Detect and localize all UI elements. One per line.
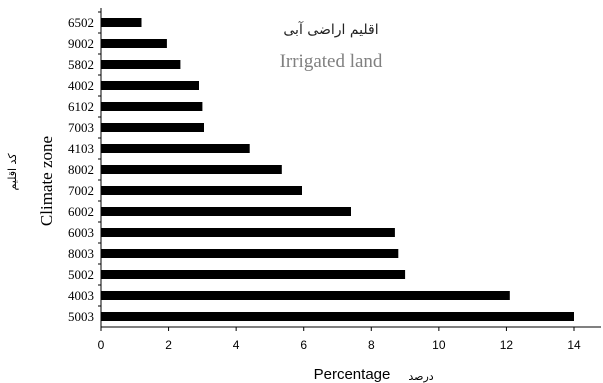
y-tick-label: 6003 — [68, 225, 94, 240]
chart-title: اقلیم اراضی آبی — [283, 21, 378, 38]
y-tick-label: 7002 — [68, 183, 94, 198]
bar-7003 — [101, 123, 204, 132]
y-tick-label: 4002 — [68, 78, 94, 93]
bar-4003 — [101, 291, 510, 300]
bar-6502 — [101, 18, 142, 27]
y-tick-label: 4003 — [68, 288, 94, 303]
x-tick-label: 2 — [165, 338, 172, 352]
x-tick-label: 4 — [233, 338, 240, 352]
y-tick-label: 5003 — [68, 309, 94, 324]
y-tick-label: 5002 — [68, 267, 94, 282]
y-tick-label: 6502 — [68, 15, 94, 30]
y-tick-labels: 6502 9002 5802 4002 6102 7003 4103 8002 7002 6002… — [68, 11, 101, 324]
x-tick-label: 8 — [368, 338, 375, 352]
bar-6002 — [101, 207, 351, 216]
x-tick-label: 10 — [432, 338, 446, 352]
bar-5002 — [101, 270, 406, 279]
x-tick-label: 14 — [567, 338, 581, 352]
y-tick-label: 6102 — [68, 99, 94, 114]
y-axis-title: Climate zone — [37, 136, 56, 226]
bar-5802 — [101, 60, 181, 69]
bar-9002 — [101, 39, 167, 48]
y-tick-label: 9002 — [68, 36, 94, 51]
y-tick-label: 8002 — [68, 162, 94, 177]
y-axis-title-fa: کد اقلیم — [6, 153, 19, 191]
y-tick-label: 7003 — [68, 120, 94, 135]
bar-6102 — [101, 102, 203, 111]
x-axis-title-fa: درصد — [408, 370, 433, 383]
y-tick-label: 5802 — [68, 57, 94, 72]
bar-6003 — [101, 228, 395, 237]
bar-4103 — [101, 144, 250, 153]
bar-8002 — [101, 165, 282, 174]
bar-4002 — [101, 81, 199, 90]
x-tick-label: 12 — [500, 338, 514, 352]
y-tick-label: 6002 — [68, 204, 94, 219]
x-tick-label: 0 — [98, 338, 105, 352]
chart-subtitle: Irrigated land — [280, 51, 383, 72]
x-tick-labels: 0 2 4 6 8 10 12 14 — [98, 327, 581, 352]
y-tick-label: 8003 — [68, 246, 94, 261]
bars-group — [101, 18, 574, 321]
x-tick-label: 6 — [300, 338, 307, 352]
bar-8003 — [101, 249, 399, 258]
y-tick-label: 4103 — [68, 141, 94, 156]
bar-5003 — [101, 312, 574, 321]
x-axis-title: Percentage — [314, 366, 391, 383]
bar-7002 — [101, 186, 302, 195]
